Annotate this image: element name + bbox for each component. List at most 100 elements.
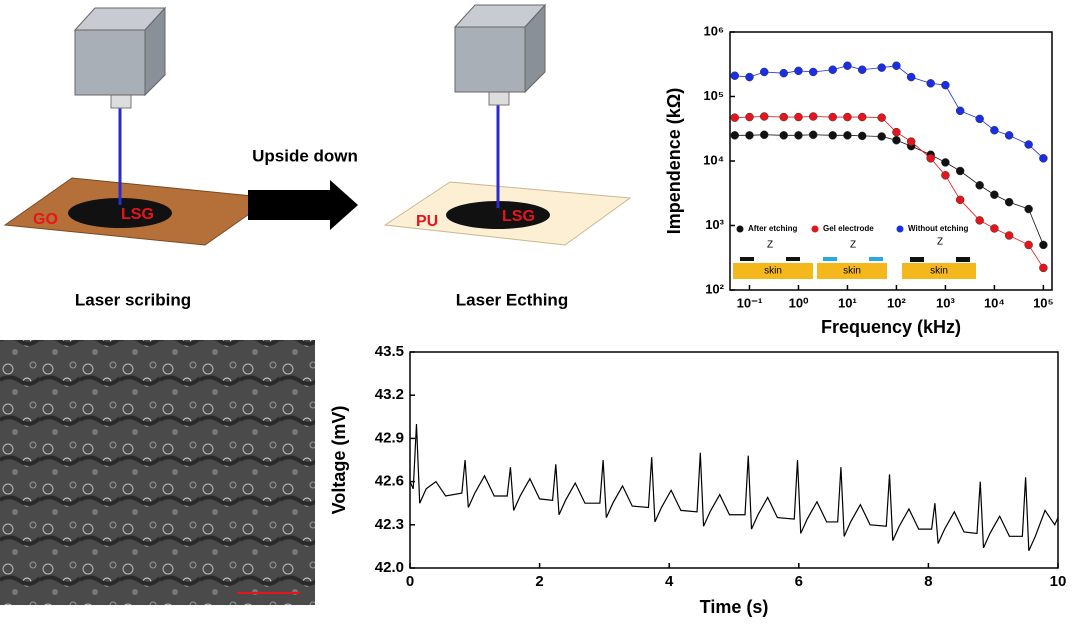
material-label: LSG bbox=[502, 208, 535, 225]
data-point bbox=[955, 166, 965, 176]
legend-marker bbox=[811, 225, 819, 233]
laser-scribing-diagram bbox=[3, 6, 274, 246]
data-point bbox=[794, 131, 803, 140]
data-point bbox=[1004, 131, 1014, 140]
x-axis-title: Frequency (kHz) bbox=[821, 317, 961, 337]
y-tick-label: 10⁴ bbox=[703, 152, 724, 167]
y-tick-label: 10³ bbox=[705, 217, 724, 232]
y-tick-label: 43.5 bbox=[375, 343, 404, 360]
data-point bbox=[892, 127, 901, 137]
data-point bbox=[955, 106, 965, 116]
legend-label: Gel electrode bbox=[823, 224, 874, 233]
inset-skins: skin skin skin Z Z Z bbox=[733, 237, 976, 279]
data-point bbox=[941, 80, 950, 90]
y-tick-label: 42.9 bbox=[375, 429, 404, 446]
y-tick-label: 42.0 bbox=[375, 559, 404, 576]
data-point bbox=[794, 66, 803, 76]
y-tick-label: 43.2 bbox=[375, 386, 404, 403]
signal-line bbox=[409, 423, 1059, 551]
y-tick-label: 10² bbox=[705, 281, 724, 296]
data-point bbox=[1024, 240, 1033, 250]
y-tick-label: 42.6 bbox=[375, 473, 404, 490]
material-label: LSG bbox=[121, 206, 154, 223]
y-axis-title: Voltage (mV) bbox=[329, 406, 349, 515]
x-tick-label: 10⁰ bbox=[789, 295, 809, 310]
skin-label: skin bbox=[930, 266, 948, 277]
data-point bbox=[975, 216, 984, 225]
data-point bbox=[975, 114, 984, 124]
data-point bbox=[892, 61, 901, 70]
data-point bbox=[843, 112, 852, 122]
data-point bbox=[730, 131, 739, 140]
legend-label: After etching bbox=[748, 224, 797, 233]
data-point bbox=[990, 125, 999, 135]
data-point bbox=[892, 135, 901, 145]
z-label: Z bbox=[850, 240, 856, 251]
data-point bbox=[906, 137, 916, 146]
data-point bbox=[1039, 154, 1048, 163]
data-point bbox=[843, 131, 852, 140]
x-tick-label: 2 bbox=[535, 573, 543, 590]
legend-marker bbox=[736, 225, 744, 233]
x-tick-label: 0 bbox=[406, 573, 414, 590]
data-point bbox=[906, 72, 916, 82]
x-tick-label: 8 bbox=[924, 573, 932, 590]
step-label: Laser scribing bbox=[75, 290, 191, 309]
arrow bbox=[248, 180, 358, 230]
data-point bbox=[759, 67, 769, 77]
data-point bbox=[794, 112, 803, 122]
arrow-label: Upside down bbox=[252, 146, 358, 165]
data-point bbox=[926, 154, 935, 163]
plot-frame bbox=[409, 351, 1059, 569]
data-point bbox=[1004, 197, 1014, 207]
data-point bbox=[857, 65, 867, 74]
x-tick-label: 10⁵ bbox=[1033, 295, 1054, 310]
y-axis-title: Impendence (kΩ) bbox=[664, 88, 684, 234]
step-label: Laser Ecthing bbox=[456, 290, 568, 309]
x-tick-label: 10⁻¹ bbox=[737, 295, 763, 310]
data-point bbox=[990, 224, 999, 233]
y-tick-label: 10⁶ bbox=[704, 23, 724, 38]
data-point bbox=[857, 112, 867, 122]
plot-frame bbox=[729, 31, 1053, 291]
x-tick-label: 10⁴ bbox=[984, 295, 1005, 310]
data-point bbox=[877, 63, 886, 72]
legend-label: Without etching bbox=[908, 224, 968, 233]
data-point bbox=[990, 190, 999, 199]
data-point bbox=[828, 112, 837, 122]
sem-image bbox=[0, 340, 315, 605]
x-tick-label: 10 bbox=[1050, 573, 1067, 590]
data-point bbox=[941, 158, 950, 167]
x-tick-label: 4 bbox=[665, 573, 674, 590]
x-axis-title: Time (s) bbox=[700, 597, 769, 617]
x-tick-label: 10² bbox=[887, 295, 906, 310]
series-line bbox=[734, 65, 1044, 159]
data-point bbox=[877, 113, 886, 122]
z-label: Z bbox=[767, 240, 773, 251]
data-point bbox=[828, 131, 837, 140]
y-tick-label: 10⁵ bbox=[703, 88, 724, 103]
data-point bbox=[730, 71, 739, 80]
x-tick-label: 10³ bbox=[936, 295, 955, 310]
data-point bbox=[1024, 140, 1033, 149]
data-point bbox=[877, 132, 886, 141]
data-point bbox=[745, 72, 754, 82]
data-point bbox=[975, 181, 984, 190]
data-point bbox=[779, 131, 788, 140]
data-point bbox=[759, 130, 769, 140]
data-point bbox=[808, 112, 818, 121]
data-point bbox=[759, 112, 769, 121]
skin-label: skin bbox=[843, 266, 861, 277]
data-point bbox=[1004, 231, 1014, 240]
laser-etching-diagram bbox=[383, 3, 632, 246]
y-tick-label: 42.3 bbox=[375, 516, 404, 533]
material-label: GO bbox=[33, 211, 58, 228]
x-tick-label: 6 bbox=[795, 573, 803, 590]
data-point bbox=[941, 171, 950, 180]
data-point bbox=[926, 79, 935, 88]
z-label: Z bbox=[937, 237, 943, 248]
data-point bbox=[1024, 204, 1033, 214]
x-tick-label: 10¹ bbox=[838, 295, 857, 310]
data-point bbox=[843, 61, 852, 70]
